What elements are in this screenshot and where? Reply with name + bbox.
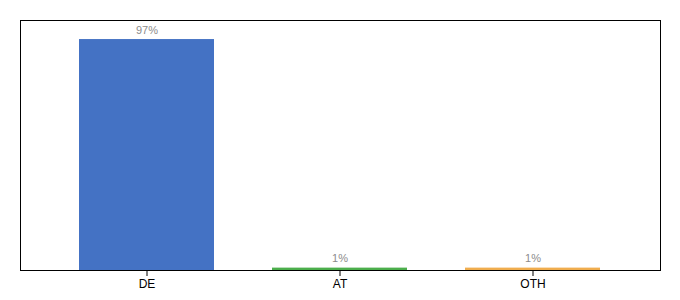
svg-text:1%: 1% xyxy=(332,252,348,264)
svg-text:97%: 97% xyxy=(136,24,158,36)
svg-text:DE: DE xyxy=(139,277,156,291)
svg-text:1%: 1% xyxy=(525,252,541,264)
svg-text:OTH: OTH xyxy=(520,277,545,291)
svg-text:AT: AT xyxy=(333,277,348,291)
